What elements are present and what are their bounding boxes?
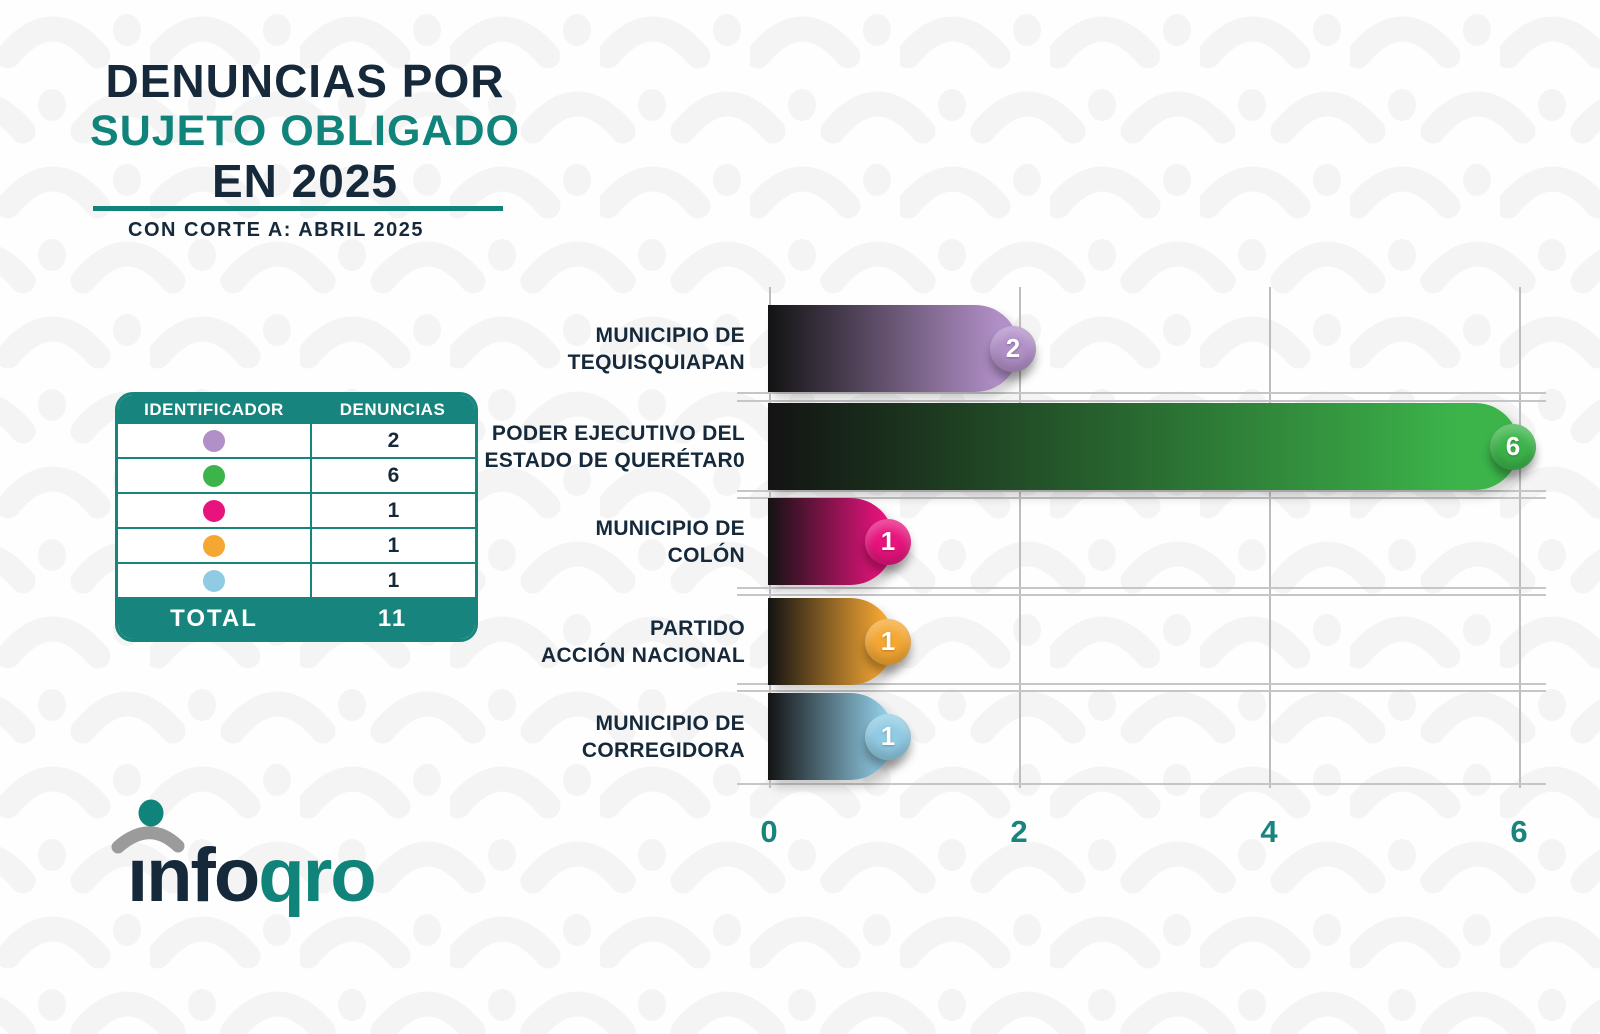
category-label-4: MUNICIPIO DE CORREGIDORA — [405, 710, 745, 764]
legend-color-dot — [203, 569, 225, 592]
category-label-line: MUNICIPIO DE — [595, 323, 745, 347]
legend-dot-cell — [118, 494, 310, 527]
row-separator — [737, 683, 1546, 685]
axis-tick-0: 0 — [760, 814, 778, 849]
legend-table-header: IDENTIFICADOR DENUNCIAS — [118, 395, 475, 424]
category-label-line: COLÓN — [667, 543, 745, 567]
legend-col1-header: IDENTIFICADOR — [144, 399, 284, 419]
category-label-2: MUNICIPIO DE COLÓN — [405, 515, 745, 569]
legend-value: 2 — [310, 424, 475, 457]
title-line-1: DENUNCIAS POR — [105, 55, 505, 107]
axis-tick-6: 6 — [1510, 814, 1528, 849]
legend-dot-cell — [118, 529, 310, 562]
axis-tick-2: 2 — [1010, 814, 1028, 849]
logo-text-qro: qro — [258, 833, 376, 918]
category-label-line: ACCIÓN NACIONAL — [541, 643, 745, 667]
title-line-3: EN 2025 — [211, 155, 398, 207]
legend-row: 1 — [118, 527, 475, 562]
legend-dot-cell — [118, 564, 310, 597]
bar-value-badge: 6 — [1490, 423, 1536, 470]
gridline-x-4 — [1269, 287, 1271, 788]
category-label-line: ESTADO DE QUERÉTAR0 — [484, 448, 745, 472]
legend-value: 1 — [310, 529, 475, 562]
category-label-line: CORREGIDORA — [581, 738, 745, 762]
category-label-line: PARTIDO — [649, 616, 745, 640]
row-separator — [737, 587, 1546, 589]
bar-value-badge: 1 — [865, 518, 911, 565]
legend-total-label: TOTAL — [170, 605, 258, 632]
row-separator — [737, 392, 1546, 394]
legend-value: 6 — [310, 459, 475, 492]
title-line-2: SUJETO OBLIGADO — [90, 107, 520, 155]
gridline-x-6 — [1519, 287, 1521, 788]
legend-color-dot — [203, 464, 225, 487]
x-axis-line — [737, 783, 1546, 785]
bar-value-badge: 1 — [865, 618, 911, 665]
row-separator — [737, 490, 1546, 492]
legend-row: 6 — [118, 457, 475, 492]
legend-dot-cell — [118, 424, 310, 457]
category-label-0: MUNICIPIO DE TEQUISQUIAPAN — [405, 322, 745, 376]
legend-col2-header: DENUNCIAS — [339, 399, 446, 419]
bar-value-badge: 2 — [990, 325, 1036, 372]
row-separator — [737, 690, 1546, 692]
row-separator — [737, 400, 1546, 402]
legend-row: 2 — [118, 424, 475, 457]
axis-tick-4: 4 — [1260, 814, 1278, 849]
logo-person-icon — [111, 799, 185, 854]
category-label-line: PODER EJECUTIVO DEL — [491, 421, 745, 445]
title-underline — [93, 206, 503, 211]
legend-row: 1 — [118, 562, 475, 599]
legend-color-dot — [203, 499, 225, 522]
legend-row: 1 — [118, 492, 475, 527]
category-label-line: MUNICIPIO DE — [595, 711, 745, 735]
category-label-line: MUNICIPIO DE — [595, 516, 745, 540]
bar-value-badge: 1 — [865, 713, 911, 760]
subtitle: CON CORTE A: ABRIL 2025 — [128, 219, 425, 241]
bar-1 — [768, 403, 1519, 490]
gridline-x-2 — [1019, 287, 1021, 788]
legend-value: 1 — [310, 494, 475, 527]
bar-0 — [768, 305, 1019, 392]
logo-text-info: ınfo — [127, 833, 260, 918]
legend-table-footer: TOTAL 11 — [118, 599, 475, 639]
category-label-1: PODER EJECUTIVO DEL ESTADO DE QUERÉTAR0 — [405, 420, 745, 474]
category-label-line: TEQUISQUIAPAN — [567, 350, 745, 374]
row-separator — [737, 594, 1546, 596]
row-separator — [737, 497, 1546, 499]
legend-color-dot — [203, 534, 225, 557]
legend-color-dot — [203, 429, 225, 452]
legend-dot-cell — [118, 459, 310, 492]
legend-total-value: 11 — [377, 605, 408, 632]
page-title: DENUNCIAS POR SUJETO OBLIGADO EN 2025 — [70, 56, 540, 206]
legend-value: 1 — [310, 564, 475, 597]
logo-wordmark: ınfoqro — [127, 838, 377, 914]
category-label-3: PARTIDO ACCIÓN NACIONAL — [405, 615, 745, 669]
